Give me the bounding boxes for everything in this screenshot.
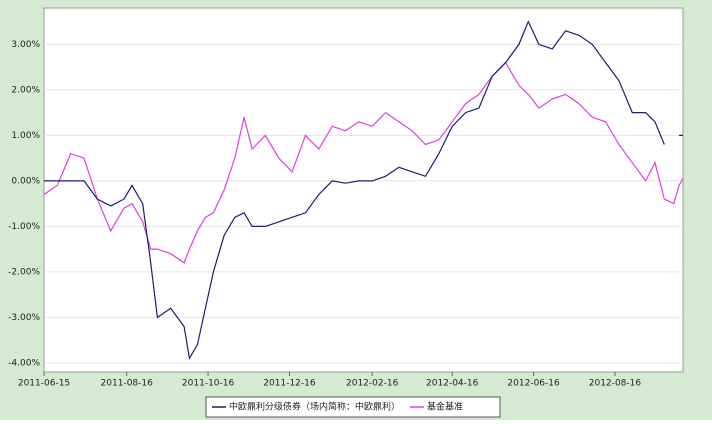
- x-tick-label: 2011-06-15: [18, 379, 70, 389]
- legend-label: 基金基准: [427, 401, 463, 413]
- x-tick-label: 2011-08-16: [101, 379, 154, 389]
- y-tick-label: -4.00%: [8, 358, 40, 368]
- y-tick-label: -1.00%: [8, 222, 40, 232]
- y-tick-label: 1.00%: [11, 131, 40, 141]
- y-tick-label: 0.00%: [11, 176, 40, 186]
- y-tick-label: -3.00%: [8, 313, 40, 323]
- legend-label: 中欧鼎利分级债券（场内简称：中欧鼎利）: [229, 401, 400, 413]
- series-line: [44, 20, 683, 361]
- x-tick-label: 2012-08-16: [589, 379, 642, 389]
- y-tick-label: 2.00%: [11, 85, 40, 95]
- x-tick-label: 2011-10-16: [182, 379, 235, 389]
- y-tick-label: 3.00%: [11, 40, 40, 50]
- x-tick-label: 2012-04-16: [426, 379, 479, 389]
- legend: [205, 396, 501, 418]
- plot-area: [43, 7, 684, 373]
- x-tick-label: 2012-06-16: [507, 379, 560, 389]
- x-tick-label: 2012-02-16: [346, 379, 399, 389]
- x-tick-label: 2011-12-16: [263, 379, 316, 389]
- series-line: [43, 61, 684, 264]
- y-tick-label: -2.00%: [8, 267, 40, 277]
